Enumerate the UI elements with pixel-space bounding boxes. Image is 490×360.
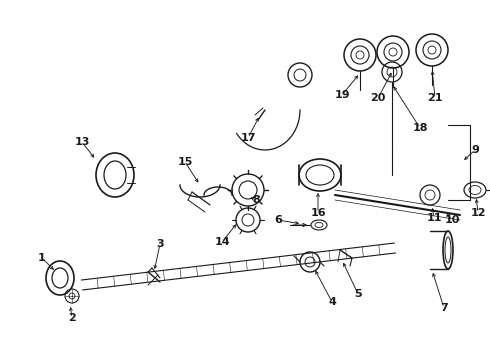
Text: 6: 6 (274, 215, 282, 225)
Text: 20: 20 (370, 93, 386, 103)
Text: 12: 12 (470, 208, 486, 218)
Text: 7: 7 (440, 303, 448, 313)
Text: 14: 14 (214, 237, 230, 247)
Text: 2: 2 (68, 313, 76, 323)
Text: 1: 1 (38, 253, 46, 263)
Text: 5: 5 (354, 289, 362, 299)
Text: 18: 18 (412, 123, 428, 133)
Text: 15: 15 (177, 157, 193, 167)
Text: 9: 9 (471, 145, 479, 155)
Text: 19: 19 (334, 90, 350, 100)
Text: 10: 10 (444, 215, 460, 225)
Text: 13: 13 (74, 137, 90, 147)
Text: 4: 4 (328, 297, 336, 307)
Text: 11: 11 (426, 213, 442, 223)
Text: 17: 17 (240, 133, 256, 143)
Text: 3: 3 (156, 239, 164, 249)
Text: 16: 16 (310, 208, 326, 218)
Text: 8: 8 (252, 195, 260, 205)
Text: 21: 21 (427, 93, 443, 103)
